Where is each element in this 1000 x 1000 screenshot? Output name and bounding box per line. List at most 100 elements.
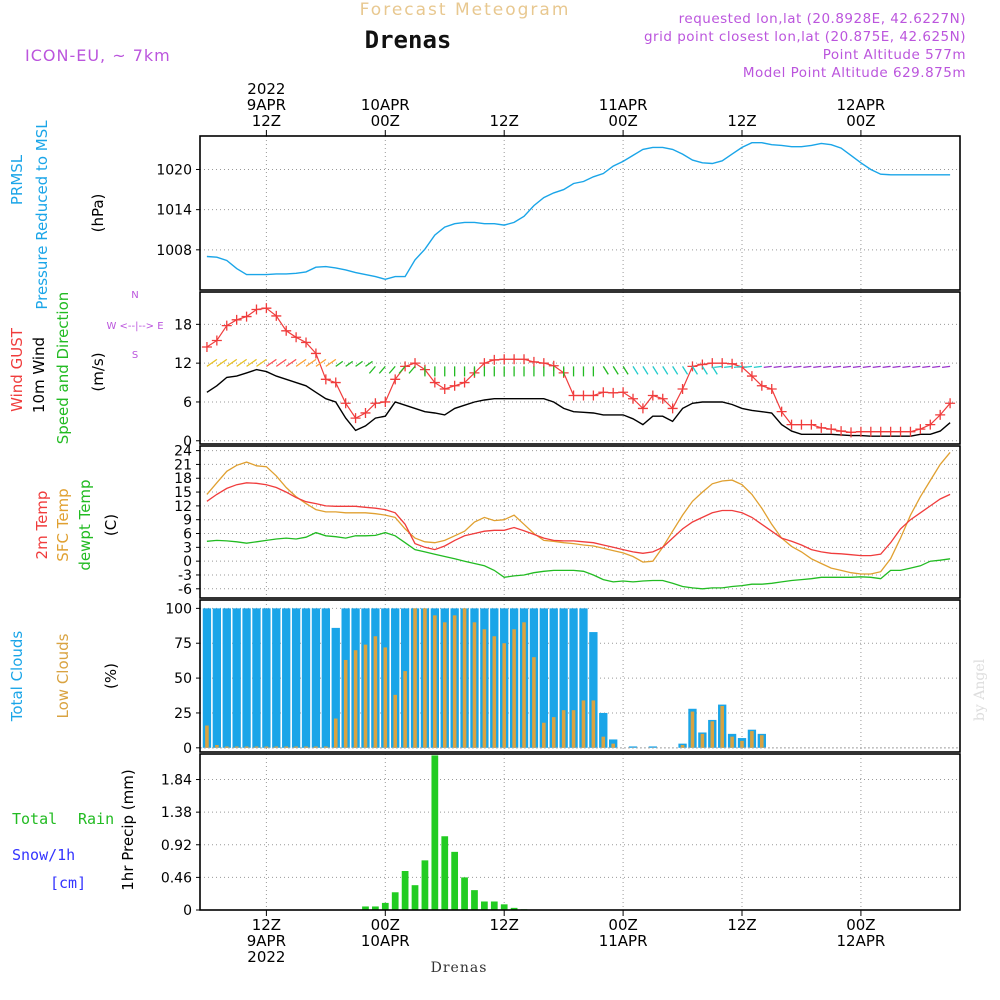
gust-marker <box>528 356 539 367</box>
precip-unit: 1hr Precip (mm) <box>119 769 137 890</box>
gust-marker <box>628 393 639 404</box>
low-cloud-bar <box>700 733 705 748</box>
ytick-label: 0 <box>183 434 192 450</box>
wind-dir-arrow <box>813 365 822 369</box>
wind-dir-arrow <box>295 358 307 367</box>
low-cloud-bar <box>205 725 209 748</box>
low-cloud-bar <box>502 643 506 748</box>
bottom-time-label: 12APR <box>836 932 885 950</box>
gust-marker <box>320 374 331 385</box>
ytick-label: 25 <box>174 706 192 722</box>
low-cloud-bar <box>730 736 734 748</box>
low-cloud-bar <box>542 722 546 748</box>
compass-we: W <--|--> E <box>106 321 163 332</box>
temp-2m-line <box>206 482 951 557</box>
total-cloud-bar <box>609 739 618 748</box>
ytick-label: -6 <box>178 582 192 598</box>
gust-marker <box>935 409 946 420</box>
ytick-label: 1.38 <box>161 805 192 821</box>
gust-marker <box>281 325 292 336</box>
total-cloud-bar <box>291 608 301 748</box>
gust-marker <box>271 310 282 321</box>
gust-marker <box>618 387 629 398</box>
total-cloud-bar <box>252 608 261 748</box>
total-cloud-bar <box>242 608 251 748</box>
bottom-time-label: 2022 <box>247 948 285 966</box>
low-cloud-bar <box>353 650 358 748</box>
gust-marker <box>945 398 956 409</box>
low-cloud-bar <box>264 746 269 748</box>
panel-frame <box>199 445 961 599</box>
low-cloud-bar <box>591 700 596 748</box>
wind-dir-arrow <box>872 365 881 369</box>
wind-dir-arrow <box>325 358 337 367</box>
low-cloud-bar <box>571 710 576 748</box>
ytick-label: -3 <box>178 568 192 584</box>
low-cloud-bar <box>472 622 477 748</box>
low-cloud-bar <box>294 746 298 748</box>
low-cloud-bar <box>234 746 239 748</box>
wind-dir-arrow <box>365 360 373 367</box>
gust-marker <box>568 390 579 401</box>
low-cloud-bar <box>512 629 516 748</box>
gust-marker <box>816 422 827 433</box>
rain-bar <box>510 907 518 910</box>
wind-dir-label: Speed and Direction <box>54 292 72 445</box>
gust-marker <box>776 406 787 417</box>
wind-dir-arrow <box>206 358 218 367</box>
gust-marker <box>340 398 351 409</box>
wind-dir-arrow <box>612 366 619 375</box>
wind-dir-arrow <box>724 365 733 369</box>
gust-marker <box>251 304 262 315</box>
low-cloud-bar <box>284 746 288 748</box>
location-title: Drenas <box>365 26 452 54</box>
temp-unit: (C) <box>102 514 120 536</box>
pressure-label-prmsl: PRMSL <box>8 154 26 205</box>
total-cloud-bar <box>549 608 558 748</box>
wind-dir-arrow <box>275 358 287 367</box>
wind-dir-arrow <box>672 366 679 375</box>
gust-marker <box>459 377 470 388</box>
low-cloud-bar <box>244 746 249 748</box>
product-title: Forecast Meteogram <box>360 0 571 20</box>
ytick-label: 0 <box>183 741 192 757</box>
total-cloud-bar <box>212 608 222 748</box>
precip-snow-label: Snow/1h <box>12 846 75 864</box>
requested-coords: requested lon,lat (20.8928E, 42.6227N) <box>679 11 966 27</box>
wind-gust-label: Wind GUST <box>8 327 26 412</box>
wind-dir-arrow <box>246 358 257 367</box>
wind-dir-arrow <box>842 365 852 369</box>
wind-dir-arrow <box>862 365 871 369</box>
wind-dir-arrow <box>701 366 708 375</box>
pressure-unit: (hPa) <box>89 194 107 233</box>
total-cloud-bar <box>391 608 400 748</box>
low-cloud-bar <box>383 647 388 748</box>
wind-dir-arrow <box>743 365 752 369</box>
gust-marker <box>598 387 609 398</box>
gust-marker <box>211 335 222 346</box>
top-time-label: 10APR <box>361 96 410 114</box>
rain-bar <box>391 892 399 910</box>
sfc-temp-label: SFC Temp <box>54 488 72 561</box>
ytick-label: 18 <box>174 317 192 333</box>
low-cloud-bar <box>403 671 407 748</box>
ytick-label: 6 <box>183 527 192 543</box>
ytick-label: 12 <box>174 499 192 515</box>
top-time-label: 00Z <box>371 112 400 130</box>
compass-s: S <box>132 350 138 361</box>
ytick-label: 1014 <box>156 203 192 219</box>
dewpt-line <box>206 531 951 590</box>
ytick-label: 0.92 <box>161 838 192 854</box>
gust-marker <box>439 384 450 395</box>
gust-marker <box>915 424 926 435</box>
ytick-label: 0.46 <box>161 870 192 886</box>
gust-marker <box>519 354 530 365</box>
gust-marker <box>330 377 341 388</box>
low-cloud-bar <box>413 608 417 748</box>
wind-10m-label: 10m Wind <box>30 337 48 413</box>
low-cloud-bar <box>601 736 606 748</box>
wind-dir-arrow <box>226 358 238 367</box>
